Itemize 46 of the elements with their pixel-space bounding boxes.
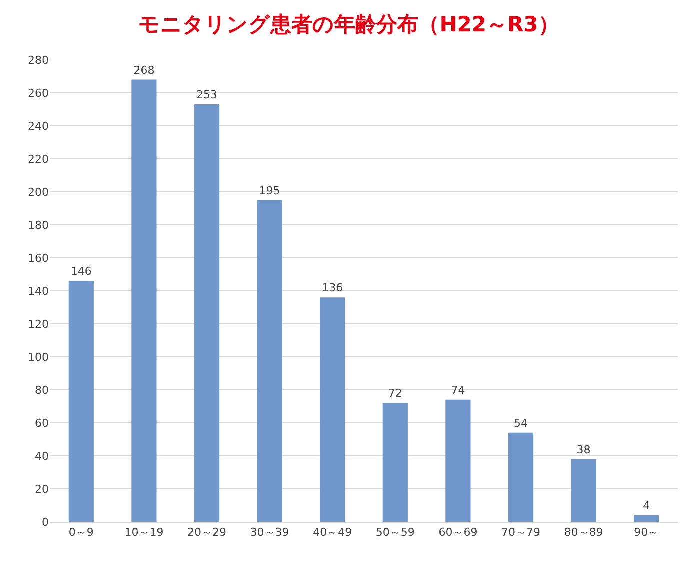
x-tick-label: 50～59 (376, 526, 415, 540)
data-label: 54 (514, 416, 528, 430)
x-tick-label: 60～69 (438, 526, 478, 540)
y-tick-label: 180 (28, 218, 49, 232)
bar (508, 432, 534, 522)
bar (132, 80, 157, 522)
data-label: 146 (70, 265, 92, 278)
data-label: 74 (451, 384, 466, 397)
y-tick-label: 200 (28, 186, 49, 199)
data-label: 4 (643, 499, 650, 512)
data-label: 253 (196, 88, 218, 102)
data-label: 195 (259, 184, 280, 198)
bar (320, 298, 346, 522)
data-label: 136 (322, 282, 344, 295)
y-tick-label: 80 (35, 384, 49, 397)
x-tick-label: 10～19 (124, 526, 164, 540)
x-tick-label: 70～79 (502, 526, 540, 540)
bar (446, 400, 471, 522)
bar (634, 515, 660, 522)
chart-title: モニタリング患者の年齢分布（H22～R3） (138, 12, 560, 37)
y-tick-label: 60 (35, 416, 49, 430)
bar (571, 459, 596, 522)
data-label: 268 (134, 64, 155, 77)
x-tick-label: 30～39 (250, 526, 290, 540)
x-tick-label: 90～ (634, 526, 660, 540)
y-tick-label: 120 (28, 318, 49, 331)
y-tick-label: 280 (28, 54, 49, 67)
x-tick-label: 40～49 (313, 526, 352, 540)
bar (257, 200, 282, 522)
x-tick-label: 0～9 (68, 526, 94, 540)
y-tick-label: 20 (35, 482, 49, 496)
x-tick-label: 80～89 (564, 526, 604, 540)
y-tick-label: 220 (28, 152, 49, 166)
bar (194, 104, 220, 522)
y-tick-label: 40 (35, 450, 49, 463)
y-tick-label: 260 (28, 86, 49, 100)
data-label: 72 (388, 387, 402, 400)
y-tick-label: 160 (28, 252, 49, 265)
bar (68, 281, 94, 522)
y-tick-label: 100 (28, 350, 49, 364)
y-tick-label: 140 (28, 284, 49, 298)
bar (382, 403, 408, 522)
y-tick-label: 0 (42, 516, 49, 529)
x-tick-label: 20～29 (188, 526, 226, 540)
y-tick-label: 240 (28, 120, 49, 133)
data-label: 38 (576, 443, 591, 456)
